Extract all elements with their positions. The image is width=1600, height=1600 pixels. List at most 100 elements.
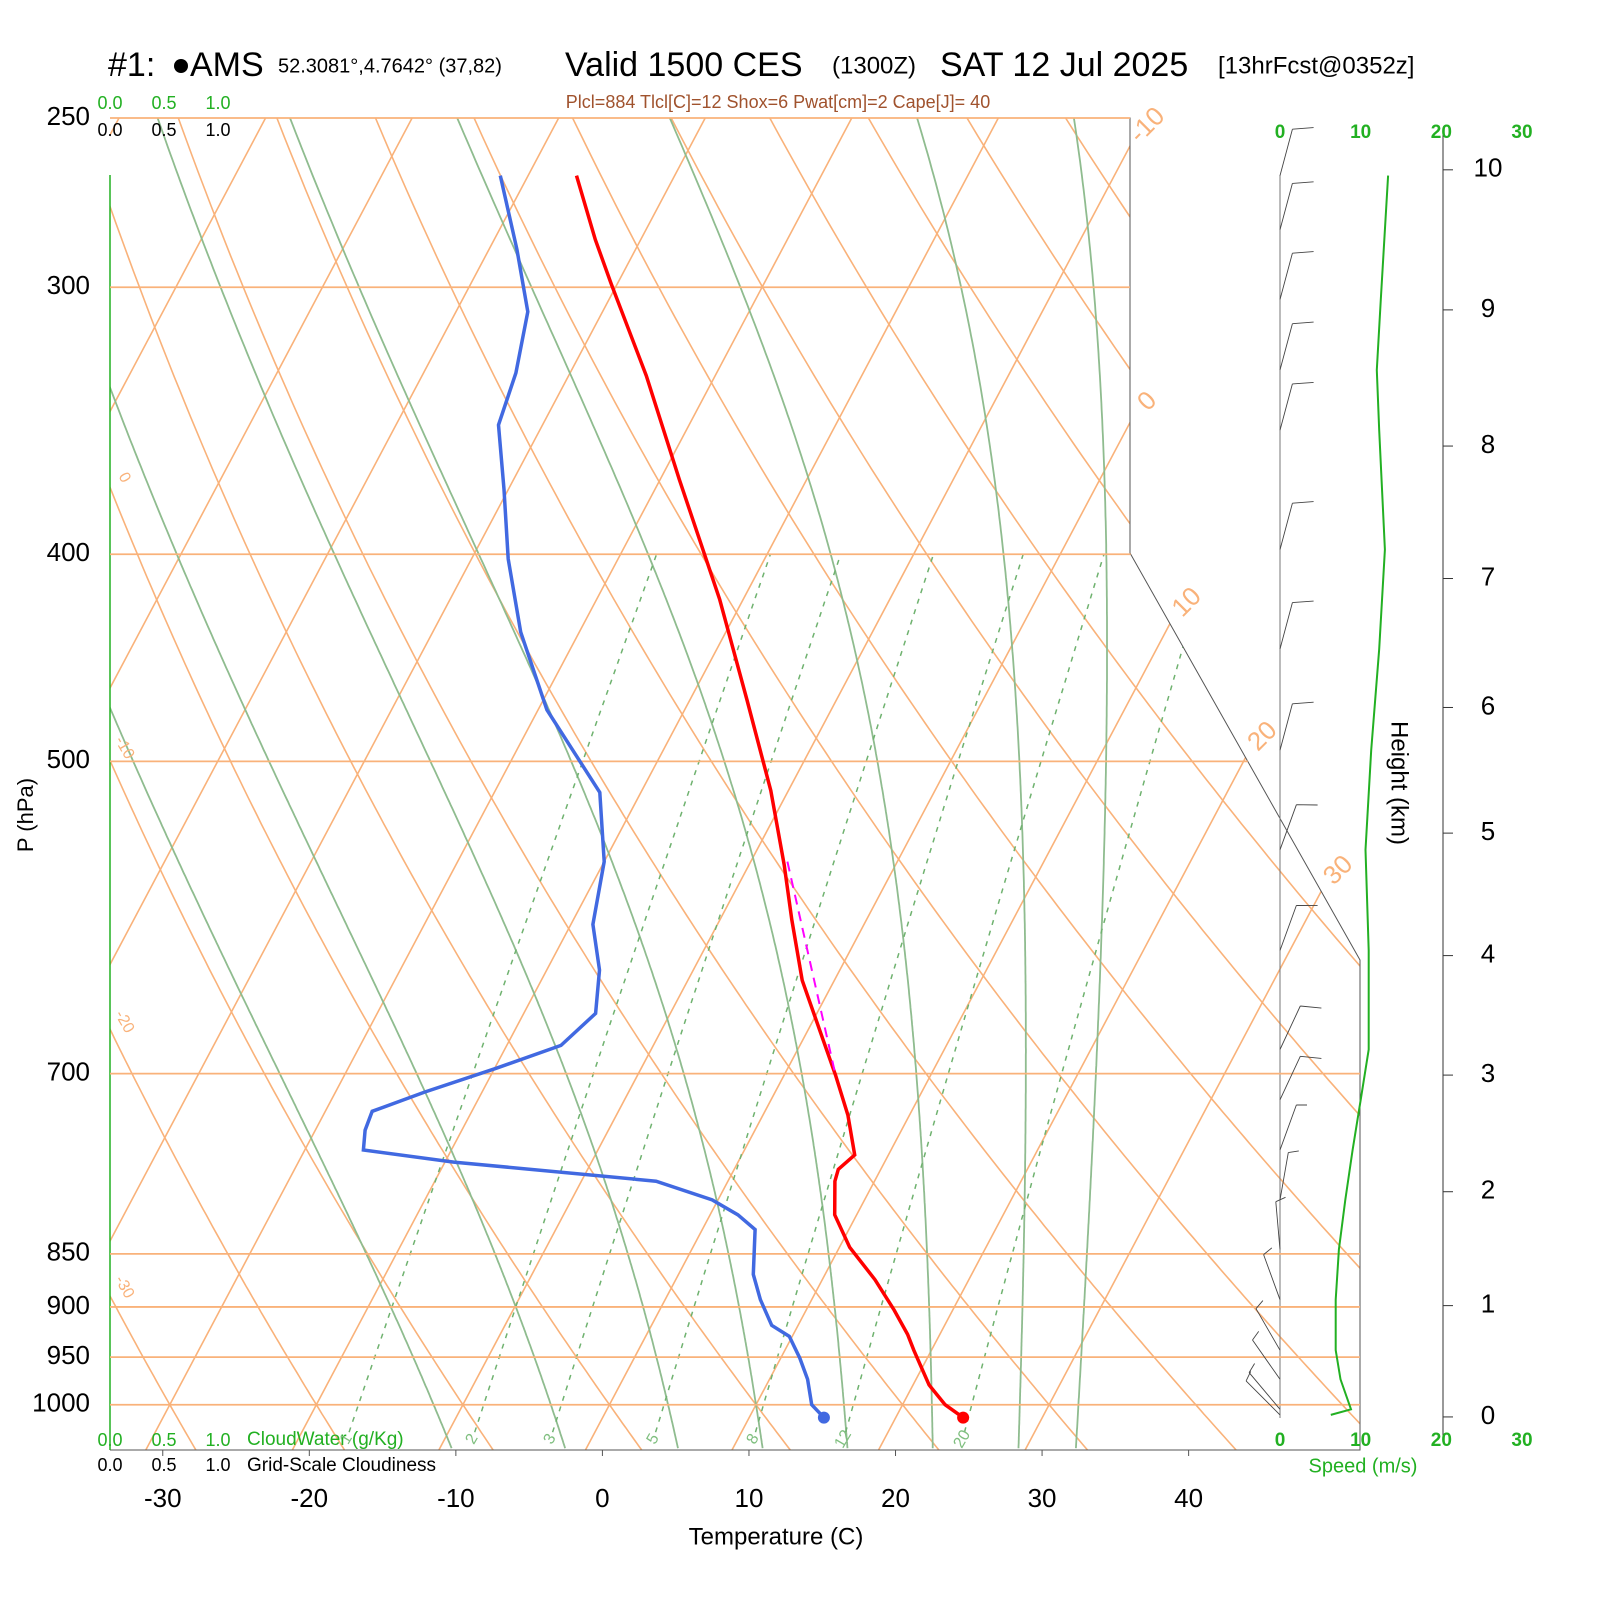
title-utc: (1300Z): [832, 52, 916, 79]
isotherm: [877, 118, 1360, 1450]
x-axis-label: Temperature (C): [689, 1523, 864, 1550]
wind-barb: [1279, 381, 1314, 431]
title-run: #1:: [108, 46, 155, 84]
moist-adiabat: [110, 118, 453, 1449]
isotherm: [110, 118, 706, 1450]
mixing-ratio-line: [963, 553, 1211, 1433]
mixing-ratio-line: [473, 553, 772, 1433]
cloud-tick-label: 0.5: [151, 1455, 176, 1475]
isotherm: [110, 118, 413, 1450]
y-tick-label: 700: [47, 1057, 90, 1087]
x-tick-label: 30: [1028, 1483, 1057, 1513]
wind-barb: [1275, 1196, 1286, 1250]
speed-tick-label: 20: [1431, 1430, 1452, 1451]
wind-barb: [1279, 904, 1318, 951]
wind-barb: [1279, 600, 1314, 650]
wind-barb: [1279, 1005, 1322, 1050]
mixing-ratio-line: [754, 553, 1024, 1433]
speed-axis-label: Speed (m/s): [1309, 1455, 1418, 1477]
cloud-tick-label: 0.5: [151, 120, 176, 140]
dry-adiabat: [571, 118, 1360, 1450]
moist-adiabat: [916, 118, 1027, 1449]
title-valid: Valid 1500 CES: [565, 46, 803, 84]
dry-adiabat: [110, 118, 346, 1450]
cloud-tick-label: 0.0: [97, 1430, 122, 1450]
height-tick-label: 3: [1481, 1058, 1495, 1088]
x-tick-label: 10: [735, 1483, 764, 1513]
x-tick-label: 40: [1174, 1483, 1203, 1513]
wind-barb: [1248, 1363, 1281, 1410]
wind-barb: [1263, 1247, 1281, 1300]
isotherm: [291, 118, 1000, 1450]
x-tick-label: -10: [437, 1483, 475, 1513]
isotherm: [1024, 118, 1360, 1450]
wind-barb: [1279, 251, 1314, 300]
x-tick-label: -20: [291, 1483, 329, 1513]
cloud-tick-label: 1.0: [205, 1430, 230, 1450]
isotherm: [145, 118, 853, 1450]
dry-adiabat: [473, 118, 1360, 1450]
dry-adiabat: [670, 118, 1360, 1450]
wind-barb: [1279, 321, 1314, 371]
y-tick-label: 950: [47, 1340, 90, 1370]
x-tick-label: -30: [144, 1483, 182, 1513]
cloud-tick-label: 0.5: [151, 1430, 176, 1450]
title-location: 52.3081°,4.7642° (37,82): [278, 55, 502, 77]
moist-adiabat: [289, 118, 764, 1449]
wind-barb: [1279, 181, 1314, 230]
wind-barb: [1255, 1300, 1281, 1351]
height-tick-label: 7: [1481, 561, 1495, 591]
cloud-tick-label: 1.0: [205, 120, 230, 140]
surface-point: [957, 1411, 970, 1424]
dry-adiabat: [276, 118, 1089, 1450]
dry-adiabat: [177, 118, 940, 1450]
profile-line: [361, 175, 826, 1419]
mixing-ratio-line: [654, 553, 935, 1433]
height-tick-label: 8: [1481, 429, 1495, 459]
mixing-ratio-label: 12: [832, 1427, 856, 1451]
moist-adiabat: [1073, 118, 1108, 1449]
isotherm: [110, 118, 560, 1450]
cloud-tick-label: 0.0: [97, 93, 122, 113]
cloudiness-label: Grid-Scale Cloudiness: [247, 1455, 436, 1476]
dry-adiabat: [110, 118, 643, 1450]
height-tick-label: 5: [1481, 816, 1495, 846]
cloudwater-label: CloudWater (g/Kg): [247, 1429, 404, 1450]
title-forecast: [13hrFcst@0352z]: [1218, 52, 1414, 79]
speed-tick-label: 30: [1511, 1430, 1532, 1451]
isotherm: [438, 118, 1146, 1450]
y-tick-label: 250: [47, 101, 90, 131]
moist-adiabat: [156, 118, 679, 1449]
dry-adiabat: [374, 118, 1237, 1450]
cloud-tick-label: 1.0: [205, 93, 230, 113]
title-station: AMS: [190, 46, 264, 84]
cloud-tick-label: 1.0: [205, 1455, 230, 1475]
height-tick-label: 6: [1481, 690, 1495, 720]
height-tick-label: 4: [1481, 938, 1495, 968]
height-tick-label: 10: [1474, 153, 1503, 183]
background-lines: [110, 118, 1360, 1450]
profile-line: [786, 861, 837, 1076]
wind-barb: [1279, 1055, 1322, 1100]
speed-tick-label: 10: [1350, 122, 1371, 143]
y-tick-label: 1000: [32, 1388, 90, 1418]
subtitle: Plcl=884 Tlcl[C]=12 Shox=6 Pwat[cm]=2 Ca…: [566, 92, 990, 112]
speed-line: [1330, 175, 1390, 1416]
dry-adiabat: [769, 118, 1360, 1450]
height-tick-label: 9: [1481, 293, 1495, 323]
mixing-ratio-label: 20: [951, 1427, 975, 1451]
wind-barb: [1252, 1331, 1281, 1380]
moist-adiabat: [668, 118, 934, 1449]
speed-tick-label: 20: [1431, 122, 1452, 143]
y-tick-label: 400: [47, 537, 90, 567]
moist-adiabat: [110, 118, 566, 1449]
y-axis-label: P (hPa): [13, 778, 38, 852]
height-tick-label: 0: [1481, 1400, 1495, 1430]
height-tick-label: 2: [1481, 1175, 1495, 1205]
wind-barb: [1279, 501, 1314, 550]
wind-barb: [1279, 127, 1314, 176]
profile-line: [574, 175, 965, 1420]
y-tick-label: 500: [47, 744, 90, 774]
